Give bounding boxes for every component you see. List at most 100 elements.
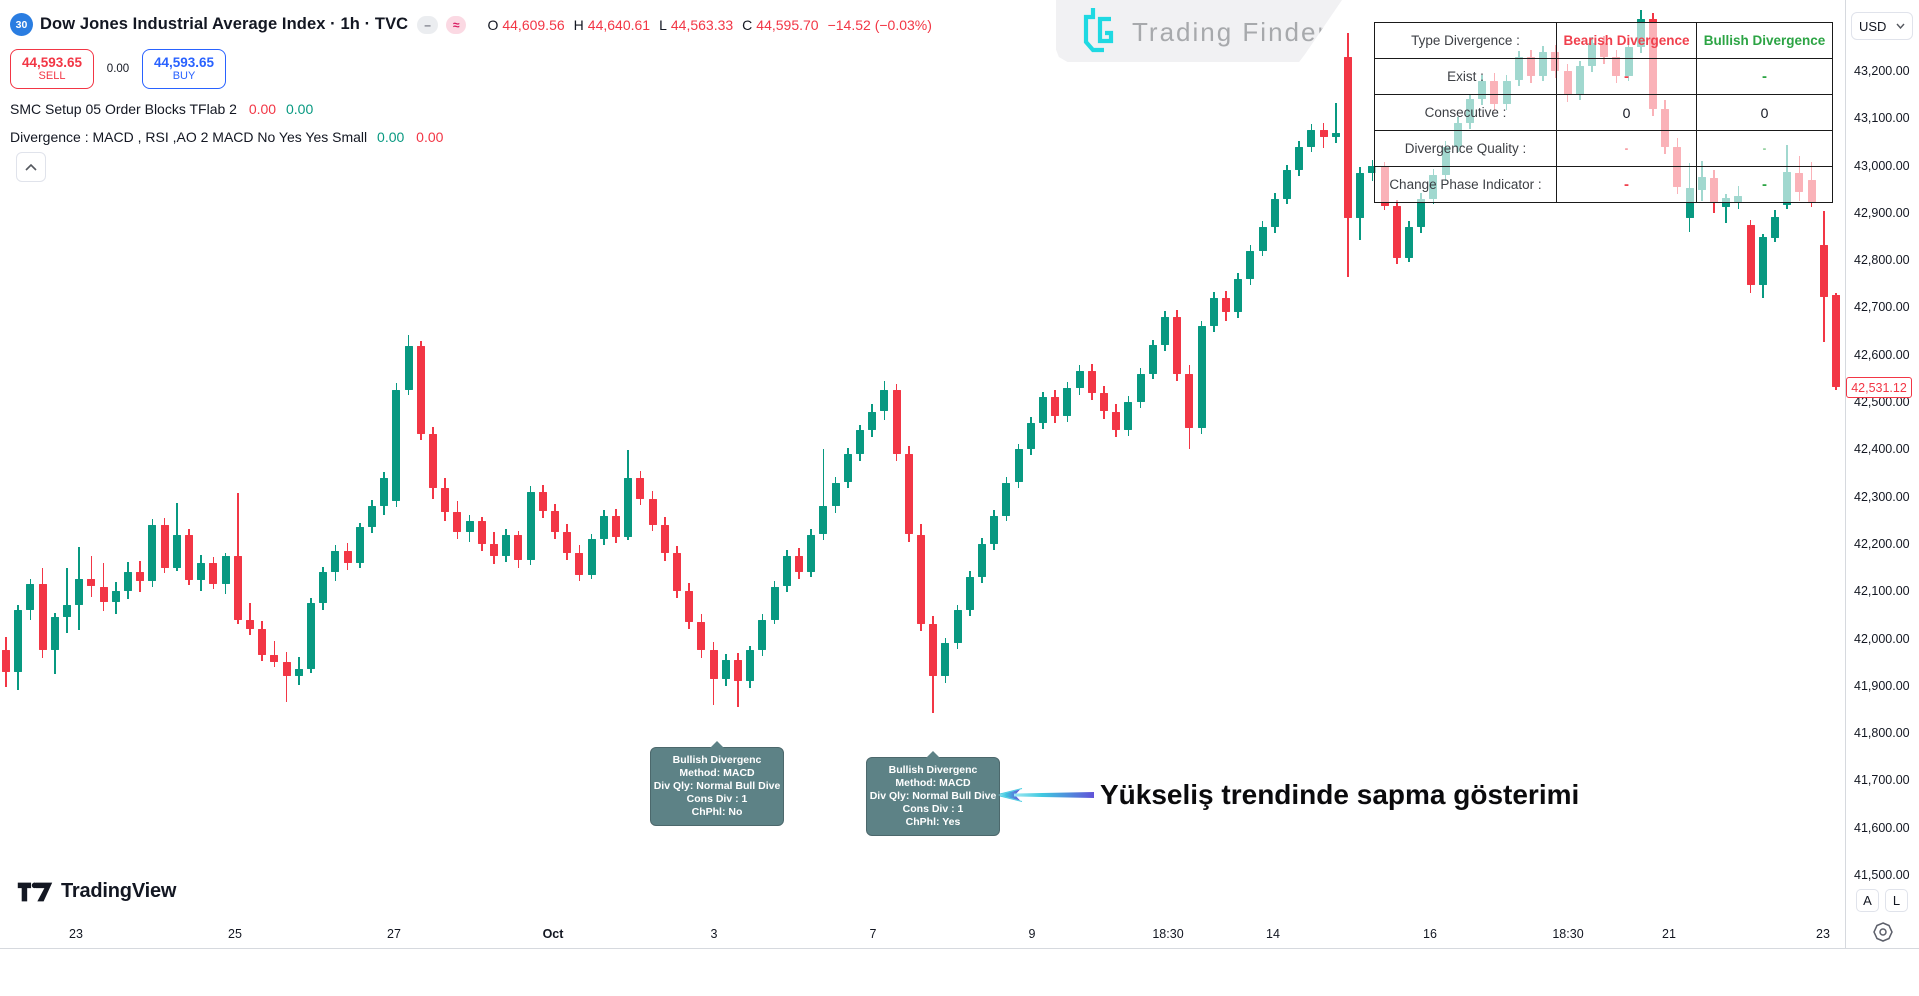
- candle: [1209, 298, 1218, 327]
- candle: [843, 454, 852, 483]
- candle: [246, 619, 254, 630]
- buy-button[interactable]: 44,593.65 BUY: [142, 49, 226, 89]
- price-axis-label: 42,100.00: [1854, 584, 1910, 598]
- candle: [368, 506, 376, 528]
- candle: [1197, 326, 1206, 429]
- bullish-header-cell: Bullish Divergence: [1696, 22, 1833, 59]
- price-axis-label: 43,100.00: [1854, 111, 1910, 125]
- candle: [1222, 298, 1230, 313]
- phase-bullish-cell: -: [1696, 166, 1833, 203]
- candle: [1014, 449, 1023, 483]
- log-scale-button[interactable]: L: [1885, 889, 1908, 912]
- table-row: Consecutive : 0 0: [1374, 94, 1833, 131]
- price-axis-label: 43,000.00: [1854, 159, 1910, 173]
- price-axis-label: 42,000.00: [1854, 632, 1910, 646]
- candle: [648, 499, 657, 525]
- open-label: O: [487, 16, 499, 33]
- candle: [502, 535, 511, 556]
- tradingfinder-watermark: Trading Finder: [1056, 0, 1342, 62]
- candle: [1234, 279, 1243, 313]
- indicator-divergence-value1: 0.00: [377, 129, 405, 145]
- candle: [587, 539, 596, 575]
- indicator-smc-row[interactable]: SMC Setup 05 Order Blocks TFlab 2 0.00 0…: [10, 101, 313, 117]
- consecutive-bearish-cell: 0: [1556, 94, 1697, 131]
- candle: [1087, 371, 1096, 393]
- indicator-smc-title: SMC Setup 05 Order Blocks TFlab 2: [10, 101, 237, 117]
- time-axis-label: 23: [69, 927, 83, 941]
- tooltip-line: Cons Div : 1: [686, 793, 748, 805]
- symbol-title[interactable]: Dow Jones Industrial Average Index · 1h …: [40, 15, 409, 33]
- candle: [514, 535, 523, 561]
- candle: [807, 534, 816, 573]
- candle: [1173, 316, 1182, 374]
- time-axis-label: 25: [228, 927, 242, 941]
- candle: [563, 532, 572, 554]
- candle: [416, 346, 425, 435]
- candle: [1026, 423, 1035, 450]
- price-axis[interactable]: 43,200.00 43,100.00 43,000.00 42,900.00 42,8…: [1845, 0, 1919, 948]
- indicator-divergence-row[interactable]: Divergence : MACD , RSI ,AO 2 MACD No Ye…: [10, 129, 443, 145]
- time-axis-label: 27: [387, 927, 401, 941]
- spread-value: 0.00: [106, 63, 130, 75]
- price-axis-label: 41,600.00: [1854, 821, 1910, 835]
- candle: [1319, 130, 1328, 138]
- auto-scale-button[interactable]: A: [1856, 889, 1879, 912]
- indicator-smc-value1: 0.00: [248, 101, 277, 117]
- candle: [856, 430, 864, 454]
- tradingview-logo-icon: [17, 882, 53, 901]
- divergence-tooltip: Bullish Divergenc Method: MACD Div Qly: …: [650, 741, 784, 826]
- candle: [673, 553, 681, 592]
- candle: [160, 525, 169, 568]
- high-value: 44,640.61: [587, 16, 651, 33]
- sell-button[interactable]: 44,593.65 SELL: [10, 49, 94, 89]
- candle: [38, 584, 47, 651]
- divergence-table: Type Divergence : Bearish Divergence Bul…: [1374, 22, 1833, 203]
- phase-bearish-cell: -: [1556, 166, 1697, 203]
- table-row-label: Divergence Quality :: [1374, 130, 1557, 167]
- price-axis-label: 42,500.00: [1854, 395, 1910, 409]
- candle: [978, 543, 986, 577]
- time-axis-label: 7: [869, 927, 877, 941]
- table-row-label: Type Divergence :: [1374, 22, 1557, 59]
- last-price-badge: 42,531.12: [1846, 377, 1912, 398]
- price-axis-label: 41,900.00: [1854, 679, 1910, 693]
- tradingfinder-logo-icon: [1083, 8, 1114, 53]
- candle-wick: [90, 555, 93, 597]
- candle: [758, 619, 767, 651]
- table-row-label: Consecutive :: [1374, 94, 1557, 131]
- candle: [209, 562, 218, 585]
- symbol-logo-badge[interactable]: 30: [10, 13, 33, 36]
- price-axis-label: 41,700.00: [1854, 773, 1910, 787]
- time-axis-label: Oct: [542, 927, 564, 941]
- tooltip-line: Bullish Divergenc: [672, 754, 762, 766]
- candle: [1295, 146, 1304, 171]
- candle: [221, 555, 230, 585]
- time-axis-label: 16: [1423, 927, 1437, 941]
- time-axis-label: 9: [1028, 927, 1036, 941]
- currency-dropdown[interactable]: USD: [1851, 12, 1913, 40]
- change-value: −14.52 (−0.03%): [827, 16, 932, 33]
- candle: [1063, 387, 1072, 417]
- tradingfinder-logo-text: Trading Finder: [1132, 16, 1329, 47]
- indicator-divergence-value2: 0.00: [416, 129, 444, 145]
- approx-indicator-icon[interactable]: ≈: [445, 15, 467, 34]
- time-axis-label: 14: [1266, 927, 1280, 941]
- price-axis-label: 41,500.00: [1854, 868, 1910, 882]
- tradingview-logo[interactable]: TradingView: [17, 880, 176, 903]
- candle: [75, 579, 84, 606]
- chart-area[interactable]: Trading Finder Type Divergence : Bearish…: [0, 0, 1845, 948]
- minus-indicator-icon[interactable]: –: [417, 15, 438, 34]
- candle: [1185, 373, 1194, 429]
- candle: [2, 650, 10, 672]
- exist-bearish-cell: -: [1556, 58, 1697, 95]
- candle-wick: [1335, 103, 1337, 143]
- candle-wick: [249, 603, 251, 635]
- candle: [185, 534, 193, 581]
- candle-wick: [822, 449, 825, 541]
- time-axis[interactable]: 23 25 27 Oct 3 7 9 18:30 14 16 18:30 21 23: [0, 922, 1845, 948]
- gear-icon[interactable]: [1872, 921, 1894, 943]
- open-value: 44,609.56: [502, 16, 565, 33]
- collapse-indicators-button[interactable]: [16, 152, 46, 182]
- candle: [660, 525, 669, 554]
